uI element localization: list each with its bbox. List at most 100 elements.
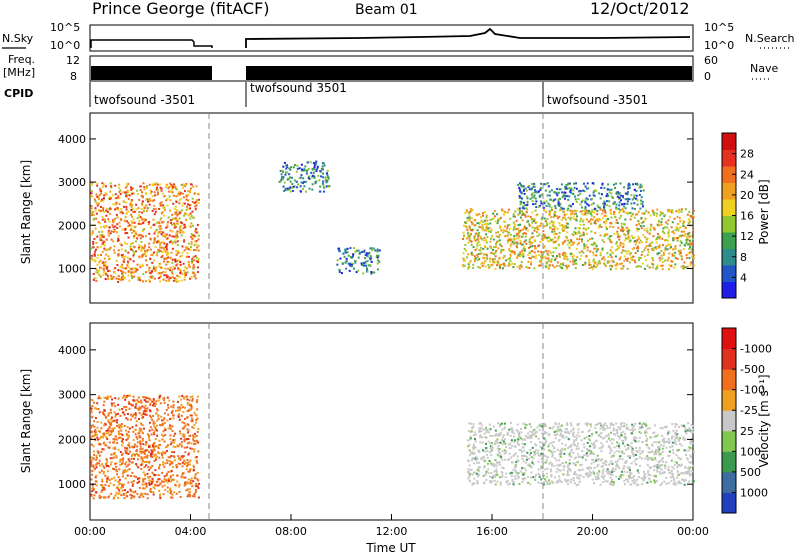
power-cell (370, 257, 373, 260)
power-cell (371, 249, 374, 252)
velocity-cell (157, 452, 160, 455)
power-cell (544, 220, 547, 223)
power-cell (130, 271, 133, 274)
power-cell (142, 221, 145, 224)
power-cell (596, 217, 599, 220)
power-cell (625, 211, 628, 214)
power-cell (610, 251, 613, 254)
velocity-cell (540, 478, 543, 481)
power-cell (548, 190, 551, 193)
velocity-cell (195, 482, 198, 485)
velocity-cell (623, 422, 626, 425)
power-cell (187, 193, 190, 196)
power-cell (174, 186, 177, 189)
velocity-cell (516, 423, 519, 426)
velocity-cell (155, 429, 158, 432)
velocity-cell (596, 465, 599, 468)
power-cell (578, 227, 581, 230)
power-cell (537, 228, 540, 231)
power-cell (640, 196, 643, 199)
velocity-cell (175, 492, 178, 495)
velocity-cell (123, 413, 126, 416)
power-cell (492, 212, 495, 215)
power-cell (584, 199, 587, 202)
power-cell (564, 264, 567, 267)
power-cell (196, 246, 199, 249)
power-cell (649, 227, 652, 230)
velocity-cell (634, 440, 637, 443)
power-cell (572, 241, 575, 244)
date-title: 12/Oct/2012 (590, 0, 690, 18)
power-cell (126, 182, 129, 185)
power-cell (169, 190, 172, 193)
power-cell (563, 251, 566, 254)
power-cell (148, 198, 151, 201)
power-cell (545, 257, 548, 260)
power-cell (181, 272, 184, 275)
velocity-cell (103, 396, 106, 399)
velocity-cell (161, 485, 164, 488)
power-cell (194, 207, 197, 210)
power-cell (114, 184, 117, 187)
power-cell (544, 183, 547, 186)
power-cell (590, 222, 593, 225)
power-cell (127, 191, 130, 194)
power-cell (149, 192, 152, 195)
velocity-cell (512, 432, 515, 435)
power-cell (162, 206, 165, 209)
velocity-cell (543, 448, 546, 451)
velocity-cell (169, 460, 172, 463)
power-cell (136, 263, 139, 266)
velocity-cell (683, 478, 686, 481)
velocity-cell (103, 424, 106, 427)
power-cell (101, 230, 104, 233)
power-cell (112, 275, 115, 278)
power-cell (316, 165, 319, 168)
power-cell (643, 255, 646, 258)
velocity-cell (95, 433, 98, 436)
power-cell (542, 233, 545, 236)
power-cell (603, 221, 606, 224)
power-cell (626, 190, 629, 193)
power-cell (193, 202, 196, 205)
velocity-cell (629, 429, 632, 432)
power-cell (590, 266, 593, 269)
power-cell (116, 207, 119, 210)
velocity-cell (116, 473, 119, 476)
velocity-cell (141, 460, 144, 463)
power-cell (465, 221, 468, 224)
power-cell (165, 274, 168, 277)
power-cell (162, 246, 165, 249)
velocity-cell (163, 412, 166, 415)
power-cell (685, 238, 688, 241)
power-cell (99, 210, 102, 213)
power-cell (638, 186, 641, 189)
power-cell (647, 251, 650, 254)
velocity-cell (165, 409, 168, 412)
power-cell (121, 273, 124, 276)
power-cell (624, 192, 627, 195)
velocity-cell (127, 401, 130, 404)
velocity-cell (118, 408, 121, 411)
velocity-cell (556, 427, 559, 430)
velocity-cell (169, 463, 172, 466)
power-cell (155, 182, 158, 185)
power-colorbar-label: Power [dB] (757, 179, 771, 244)
power-cell (599, 262, 602, 265)
velocity-cell (488, 423, 491, 426)
power-cell (160, 233, 163, 236)
velocity-cell (108, 434, 111, 437)
velocity-cell (183, 422, 186, 425)
velocity-cell (615, 465, 618, 468)
velocity-cell (130, 461, 133, 464)
power-cell (191, 237, 194, 240)
power-cell (538, 244, 541, 247)
velocity-cell (183, 446, 186, 449)
velocity-cell (126, 464, 129, 467)
power-cell (550, 206, 553, 209)
power-cell (522, 243, 525, 246)
power-cell (575, 200, 578, 203)
power-cell (608, 260, 611, 263)
velocity-cell (190, 482, 193, 485)
power-cell (618, 211, 621, 214)
